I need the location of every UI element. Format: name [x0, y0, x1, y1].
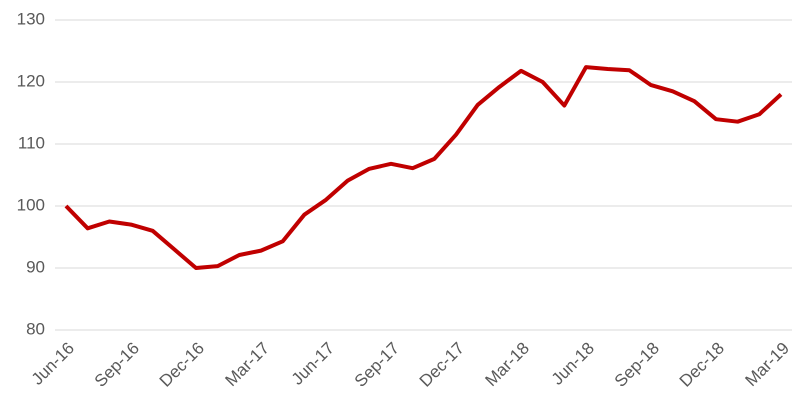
x-tick-label: Sep-18: [611, 339, 663, 391]
y-tick-label: 80: [26, 319, 45, 338]
x-tick-label: Jun-18: [548, 339, 598, 389]
x-tick-label: Jun-17: [288, 339, 338, 389]
x-tick-label: Dec-16: [156, 339, 208, 391]
x-tick-label: Dec-18: [676, 339, 728, 391]
x-tick-label: Mar-19: [741, 339, 793, 391]
x-tick-label: Jun-16: [28, 339, 78, 389]
x-tick-label: Dec-17: [416, 339, 468, 391]
y-tick-label: 130: [17, 9, 45, 28]
y-tick-label: 100: [17, 195, 45, 214]
x-tick-label: Mar-18: [481, 339, 533, 391]
x-tick-label: Sep-16: [91, 339, 143, 391]
x-tick-label: Sep-17: [351, 339, 403, 391]
data-line: [64, 65, 783, 270]
x-tick-label: Mar-17: [221, 339, 273, 391]
y-tick-label: 120: [17, 71, 45, 90]
y-tick-label: 90: [26, 257, 45, 276]
y-tick-label: 110: [18, 133, 45, 152]
